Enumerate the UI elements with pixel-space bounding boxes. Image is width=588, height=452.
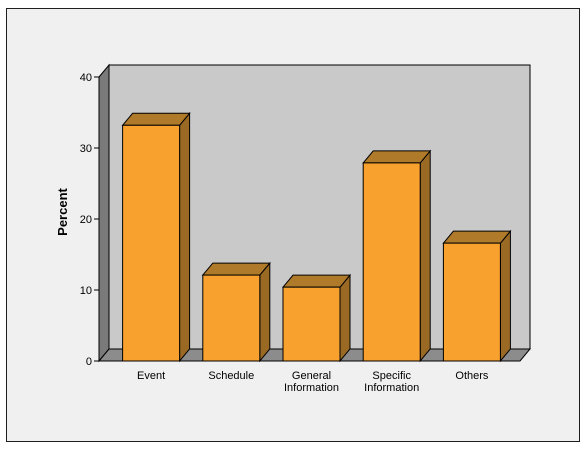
- bar-front: [442, 242, 501, 362]
- side-wall: [98, 63, 110, 363]
- x-axis-labels: Event Schedule General Information Specific I…: [137, 370, 489, 394]
- bar-front: [362, 162, 421, 362]
- y-tick-label: 40: [80, 72, 92, 84]
- bar: [281, 273, 352, 363]
- bar-top: [201, 262, 271, 276]
- bar-top: [442, 230, 512, 244]
- bar-front: [282, 286, 341, 362]
- bars: [121, 111, 512, 363]
- y-tick-label: 0: [86, 356, 92, 368]
- x-tick-label: Others: [455, 370, 489, 382]
- bar-side: [419, 149, 431, 363]
- bar-front: [122, 124, 181, 362]
- bar-top: [362, 150, 432, 164]
- bar-side: [259, 261, 271, 363]
- bar-front: [202, 274, 261, 362]
- x-tick-label: Specific Information: [364, 370, 419, 394]
- y-axis: 0 10 20 30 40: [80, 72, 99, 368]
- bar: [362, 149, 432, 363]
- y-tick-label: 30: [80, 143, 92, 155]
- x-tick-label: General Information: [284, 370, 339, 394]
- x-tick-label: Event: [137, 370, 165, 382]
- x-tick-label: Schedule: [208, 370, 254, 382]
- y-tick-label: 20: [80, 214, 92, 226]
- y-axis-title: Percent: [55, 187, 70, 235]
- bar: [121, 111, 191, 363]
- bar: [442, 229, 512, 363]
- bar-top: [121, 112, 191, 126]
- bar-side: [339, 273, 351, 363]
- y-tick-label: 10: [80, 285, 92, 297]
- bar-top: [281, 274, 352, 288]
- bar-side: [179, 111, 191, 363]
- bar-side: [499, 229, 511, 363]
- bar: [201, 261, 271, 363]
